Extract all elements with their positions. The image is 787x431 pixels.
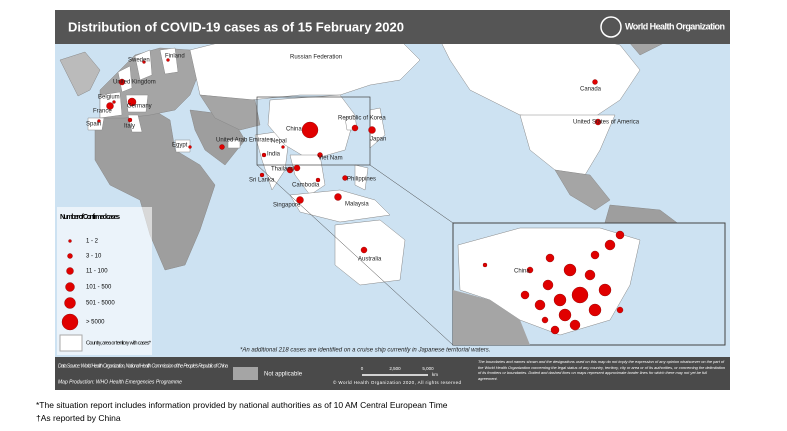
country-label: Sri Lanka (249, 178, 275, 184)
legend (57, 207, 152, 355)
legend-title: Number of Confirmed cases (60, 214, 120, 221)
cruise-note: *An additional 218 cases are identified … (240, 348, 490, 354)
bottom-bar (55, 357, 730, 390)
country-label: China (286, 127, 302, 133)
country-label: Singapore (273, 203, 301, 209)
who-emblem (600, 16, 622, 38)
country-label: Finland (165, 54, 185, 60)
connector (369, 164, 454, 224)
country-label: Philippines (347, 177, 376, 183)
country-label: Italy (124, 124, 135, 130)
map: Distribution of COVID-19 cases as of 15 … (55, 10, 730, 390)
country-label: Viet Nam (318, 156, 343, 162)
country-label: Canada (580, 87, 602, 93)
footnote: *The situation report includes informati… (36, 400, 448, 410)
data-source: Data Source: World Health Organization, … (58, 363, 228, 369)
country-label: India (267, 152, 281, 158)
not-applicable: Not applicable (264, 372, 303, 378)
country-label: Spain (86, 122, 101, 128)
copyright: © World Health Organization 2020, All ri… (333, 379, 461, 385)
country-label: Belgium (98, 95, 120, 101)
country-label: United Kingdom (113, 80, 156, 86)
country-label: Germany (127, 104, 152, 110)
title: Distribution of COVID-19 cases as of 15 … (68, 19, 404, 34)
footnote: †As reported by China (36, 413, 121, 423)
legend-item: 1 - 2 (86, 239, 99, 245)
disclaimer: The boundaries and names shown and the d… (478, 359, 726, 381)
case-dots (97, 58, 602, 254)
legend-item: 501 - 5000 (86, 301, 115, 307)
inset-dots (482, 230, 625, 335)
country-label: Russian Federation (290, 55, 342, 61)
scale-tick: 0 (361, 366, 364, 371)
country-label: China (514, 269, 530, 275)
country-label: Australia (358, 257, 382, 263)
logo-text: World Health Organization (625, 21, 725, 31)
country-label: Sweden (128, 58, 150, 64)
title-bar (55, 10, 730, 44)
country-label: United Arab Emirates (216, 138, 273, 144)
legend-area: Country, area or territory with cases* (86, 340, 152, 346)
country-label: Japan (370, 137, 386, 143)
map-production: Map Production: WHO Health Emergencies P… (58, 379, 182, 385)
country-label: Republic of Korea (338, 116, 386, 122)
connector (256, 164, 454, 346)
inset-land (453, 290, 530, 345)
scale-tick: 2,500 (389, 366, 401, 371)
country-label: France (93, 109, 112, 115)
scale-tick: 5,000 (422, 366, 434, 371)
country-label: United States of America (573, 120, 640, 126)
legend-item: 3 - 10 (86, 254, 102, 260)
country-label: Thailand (271, 167, 294, 173)
legend-item: 101 - 500 (86, 285, 112, 291)
legend-item: 11 - 100 (86, 269, 108, 275)
legend-item: > 5000 (86, 320, 105, 326)
country-label: Nepal (271, 139, 287, 145)
country-label: Egypt (172, 143, 188, 149)
scale-unit: km (432, 372, 438, 377)
country-label: Cambodia (292, 183, 320, 189)
country-label: Malaysia (345, 202, 369, 208)
